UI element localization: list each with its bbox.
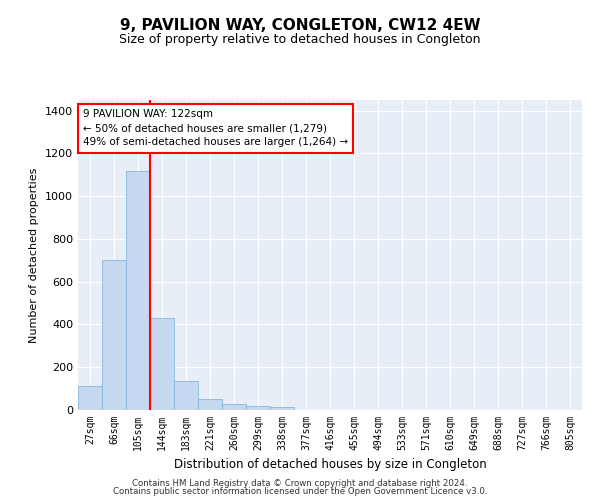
Bar <box>246 406 270 410</box>
Bar <box>150 318 174 410</box>
Text: 9, PAVILION WAY, CONGLETON, CW12 4EW: 9, PAVILION WAY, CONGLETON, CW12 4EW <box>120 18 480 32</box>
Text: 9 PAVILION WAY: 122sqm
← 50% of detached houses are smaller (1,279)
49% of semi-: 9 PAVILION WAY: 122sqm ← 50% of detached… <box>83 110 348 148</box>
Text: Size of property relative to detached houses in Congleton: Size of property relative to detached ho… <box>119 32 481 46</box>
Bar <box>102 260 126 410</box>
Bar <box>270 408 294 410</box>
Text: Contains public sector information licensed under the Open Government Licence v3: Contains public sector information licen… <box>113 487 487 496</box>
Bar <box>126 170 150 410</box>
Bar <box>78 386 102 410</box>
Bar <box>222 404 246 410</box>
Text: Contains HM Land Registry data © Crown copyright and database right 2024.: Contains HM Land Registry data © Crown c… <box>132 478 468 488</box>
X-axis label: Distribution of detached houses by size in Congleton: Distribution of detached houses by size … <box>173 458 487 471</box>
Bar <box>198 399 222 410</box>
Bar <box>174 381 198 410</box>
Y-axis label: Number of detached properties: Number of detached properties <box>29 168 40 342</box>
